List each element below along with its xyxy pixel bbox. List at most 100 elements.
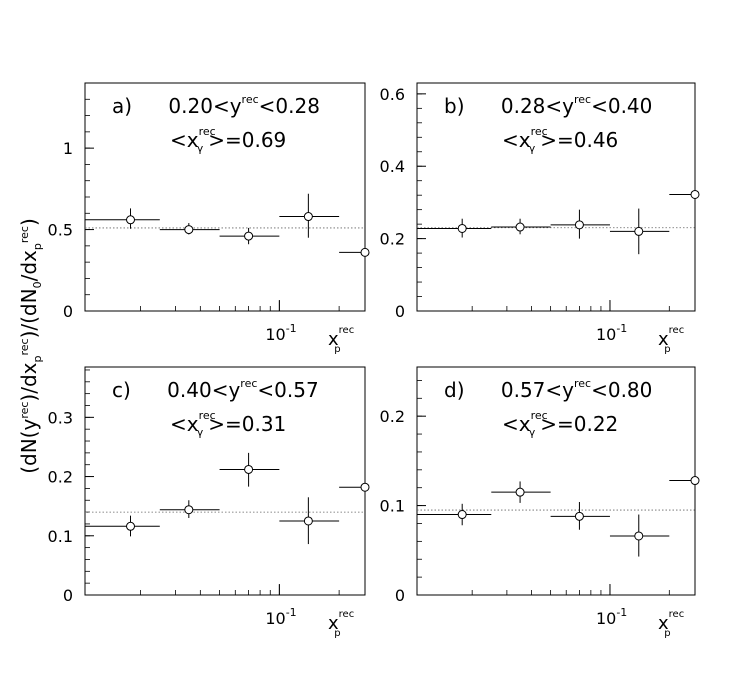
x-tick-base: 10 (265, 609, 285, 628)
y-tick-label: 0.2 (380, 407, 405, 426)
ylabel-part-2: )/dx (17, 362, 41, 401)
data-point (85, 208, 160, 229)
y-tick-label: 0.2 (48, 468, 73, 487)
cut-upper: <0.57 (257, 378, 318, 402)
ylabel-part-4: /dx (17, 250, 41, 281)
data-marker (457, 510, 467, 520)
data-marker (457, 223, 467, 233)
x-axis-label: xrec p (328, 325, 354, 355)
x-tick-exponent: -1 (616, 322, 627, 335)
data-marker (126, 215, 136, 225)
data-point (219, 227, 280, 245)
x-label-var: x (328, 329, 339, 350)
data-point (609, 208, 670, 255)
x-tick-exponent: -1 (286, 322, 297, 335)
x-tick-label: 10-1 (596, 606, 627, 628)
panel-annotation-cut: d) 0.57<yrec<0.80 (444, 377, 652, 402)
data-marker (303, 516, 313, 526)
data-point (417, 218, 492, 238)
data-marker (574, 511, 584, 521)
data-point (279, 497, 340, 545)
panel-annotation-mean: <xrec γ >=0.46 (502, 125, 618, 155)
x-tick-label: 10-1 (265, 606, 296, 628)
cut-upper: <0.28 (259, 94, 320, 118)
mean-var: <x (170, 412, 199, 436)
ylabel-part-1: (dN(y (17, 419, 41, 474)
x-label-sub: p (664, 628, 670, 639)
x-tick-base: 10 (596, 325, 616, 344)
y-tick-label: 0.1 (380, 497, 405, 516)
cut-lower: 0.28<y (495, 94, 575, 118)
data-point (159, 500, 220, 519)
cut-lower: 0.40<y (161, 378, 241, 402)
panel-annotation-mean: <xrec γ >=0.69 (170, 125, 286, 155)
mean-sup: rec (199, 125, 216, 138)
x-label-sub: p (334, 628, 340, 639)
cut-upper: <0.40 (591, 94, 652, 118)
mean-sub: γ (197, 142, 204, 155)
y-tick-label: 0 (395, 586, 405, 605)
ylabel-sub-1: p (31, 355, 44, 362)
y-tick-label: 0 (395, 302, 405, 321)
x-label-sup: rec (339, 325, 355, 336)
x-tick-base: 10 (265, 325, 285, 344)
data-marker (634, 226, 644, 236)
cut-sup: rec (574, 377, 591, 390)
mean-var: <x (502, 412, 531, 436)
data-marker (634, 531, 644, 541)
x-label-sup: rec (669, 609, 685, 620)
data-point (669, 416, 700, 545)
mean-sup: rec (531, 125, 548, 138)
mean-var: <x (170, 128, 199, 152)
mean-sub: γ (529, 142, 536, 155)
mean-value: >=0.31 (208, 412, 286, 436)
data-marker (515, 487, 525, 497)
panel-annotation-cut: c) 0.40<yrec<0.57 (112, 377, 319, 402)
cut-lower: 0.57<y (495, 378, 575, 402)
data-point (550, 209, 610, 239)
panel-annotation-cut: b) 0.28<yrec<0.40 (444, 93, 652, 118)
panel-label: d) (444, 378, 465, 402)
x-tick-base: 10 (596, 609, 616, 628)
x-label-var: x (658, 613, 669, 634)
mean-sup: rec (199, 409, 216, 422)
y-tick-label: 0 (63, 586, 73, 605)
data-marker (184, 505, 194, 515)
x-tick-label: 10-1 (265, 322, 296, 344)
data-marker (690, 189, 700, 199)
x-tick-exponent: -1 (616, 606, 627, 619)
y-axis-label: (dN(yrec)/dxprec)/(dN0/dxprec) (17, 218, 44, 474)
x-label-sup: rec (339, 609, 355, 620)
data-marker (126, 521, 136, 531)
mean-sup: rec (531, 409, 548, 422)
data-point (491, 481, 551, 503)
data-marker (515, 222, 525, 232)
data-marker (574, 220, 584, 230)
x-label-var: x (658, 329, 669, 350)
mean-value: >=0.46 (540, 128, 618, 152)
y-tick-label: 0.6 (380, 85, 405, 104)
x-tick-label: 10-1 (596, 322, 627, 344)
mean-var: <x (502, 128, 531, 152)
data-point (550, 502, 610, 530)
data-marker (244, 464, 254, 474)
ylabel-sub-3: p (31, 243, 44, 250)
cut-sup: rec (574, 93, 591, 106)
data-marker (690, 476, 700, 486)
ylabel-sup-1: rec (18, 402, 31, 419)
cut-upper: <0.80 (591, 378, 652, 402)
mean-sub: γ (529, 426, 536, 439)
cut-sup: rec (242, 93, 259, 106)
data-marker (184, 225, 194, 235)
data-marker (244, 231, 254, 241)
x-label-sup: rec (669, 325, 685, 336)
y-tick-label: 0 (63, 302, 73, 321)
data-point (491, 218, 551, 235)
cut-lower: 0.20<y (162, 94, 242, 118)
ylabel-part-3: )/(dN (17, 288, 41, 338)
